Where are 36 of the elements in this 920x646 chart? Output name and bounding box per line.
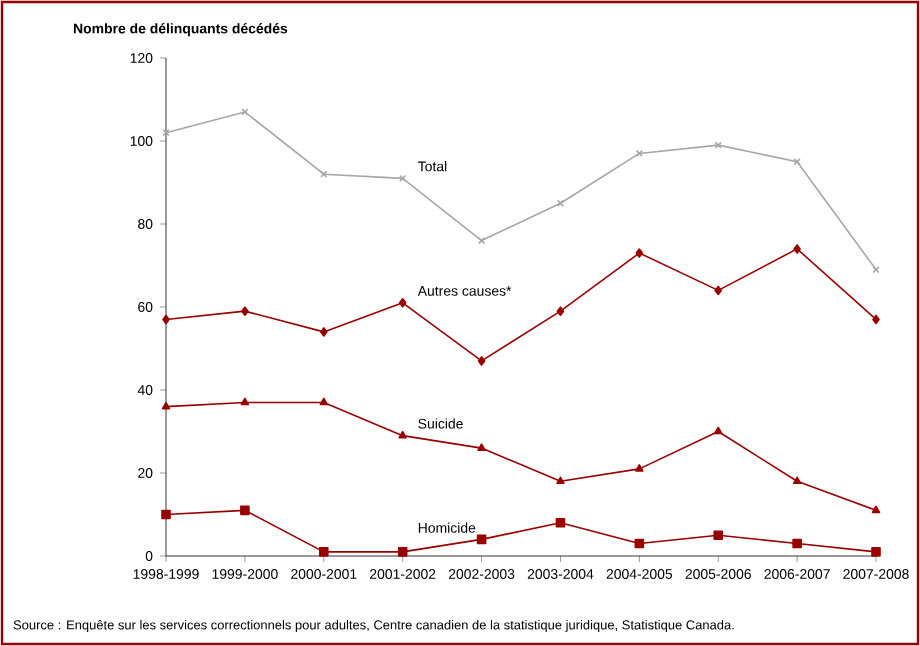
point: [477, 236, 486, 245]
point: [556, 476, 565, 485]
point: [634, 538, 645, 549]
point: [635, 464, 644, 472]
point: [713, 426, 723, 435]
point: [872, 314, 880, 325]
point: [398, 298, 407, 308]
point: [476, 534, 487, 545]
point: [240, 505, 250, 516]
point: [714, 285, 723, 296]
point: [241, 108, 249, 116]
point: [635, 248, 644, 258]
point: [871, 505, 881, 514]
point: [318, 547, 329, 557]
point: [714, 141, 722, 149]
point: [319, 397, 329, 406]
point: [477, 443, 486, 451]
point: [399, 174, 407, 182]
point: [241, 306, 249, 316]
point: [556, 306, 565, 316]
point: [635, 149, 643, 158]
point: [792, 538, 802, 549]
point: [397, 547, 408, 557]
point: [398, 430, 407, 439]
point: [477, 356, 486, 366]
point: [162, 314, 170, 325]
point: [319, 327, 328, 337]
point: [240, 397, 250, 406]
point: [792, 476, 802, 485]
point: [320, 170, 328, 178]
point: [161, 401, 171, 410]
point: [555, 518, 566, 528]
point: [161, 509, 171, 520]
point: [713, 530, 724, 541]
point: [793, 244, 801, 254]
point: [871, 547, 881, 557]
